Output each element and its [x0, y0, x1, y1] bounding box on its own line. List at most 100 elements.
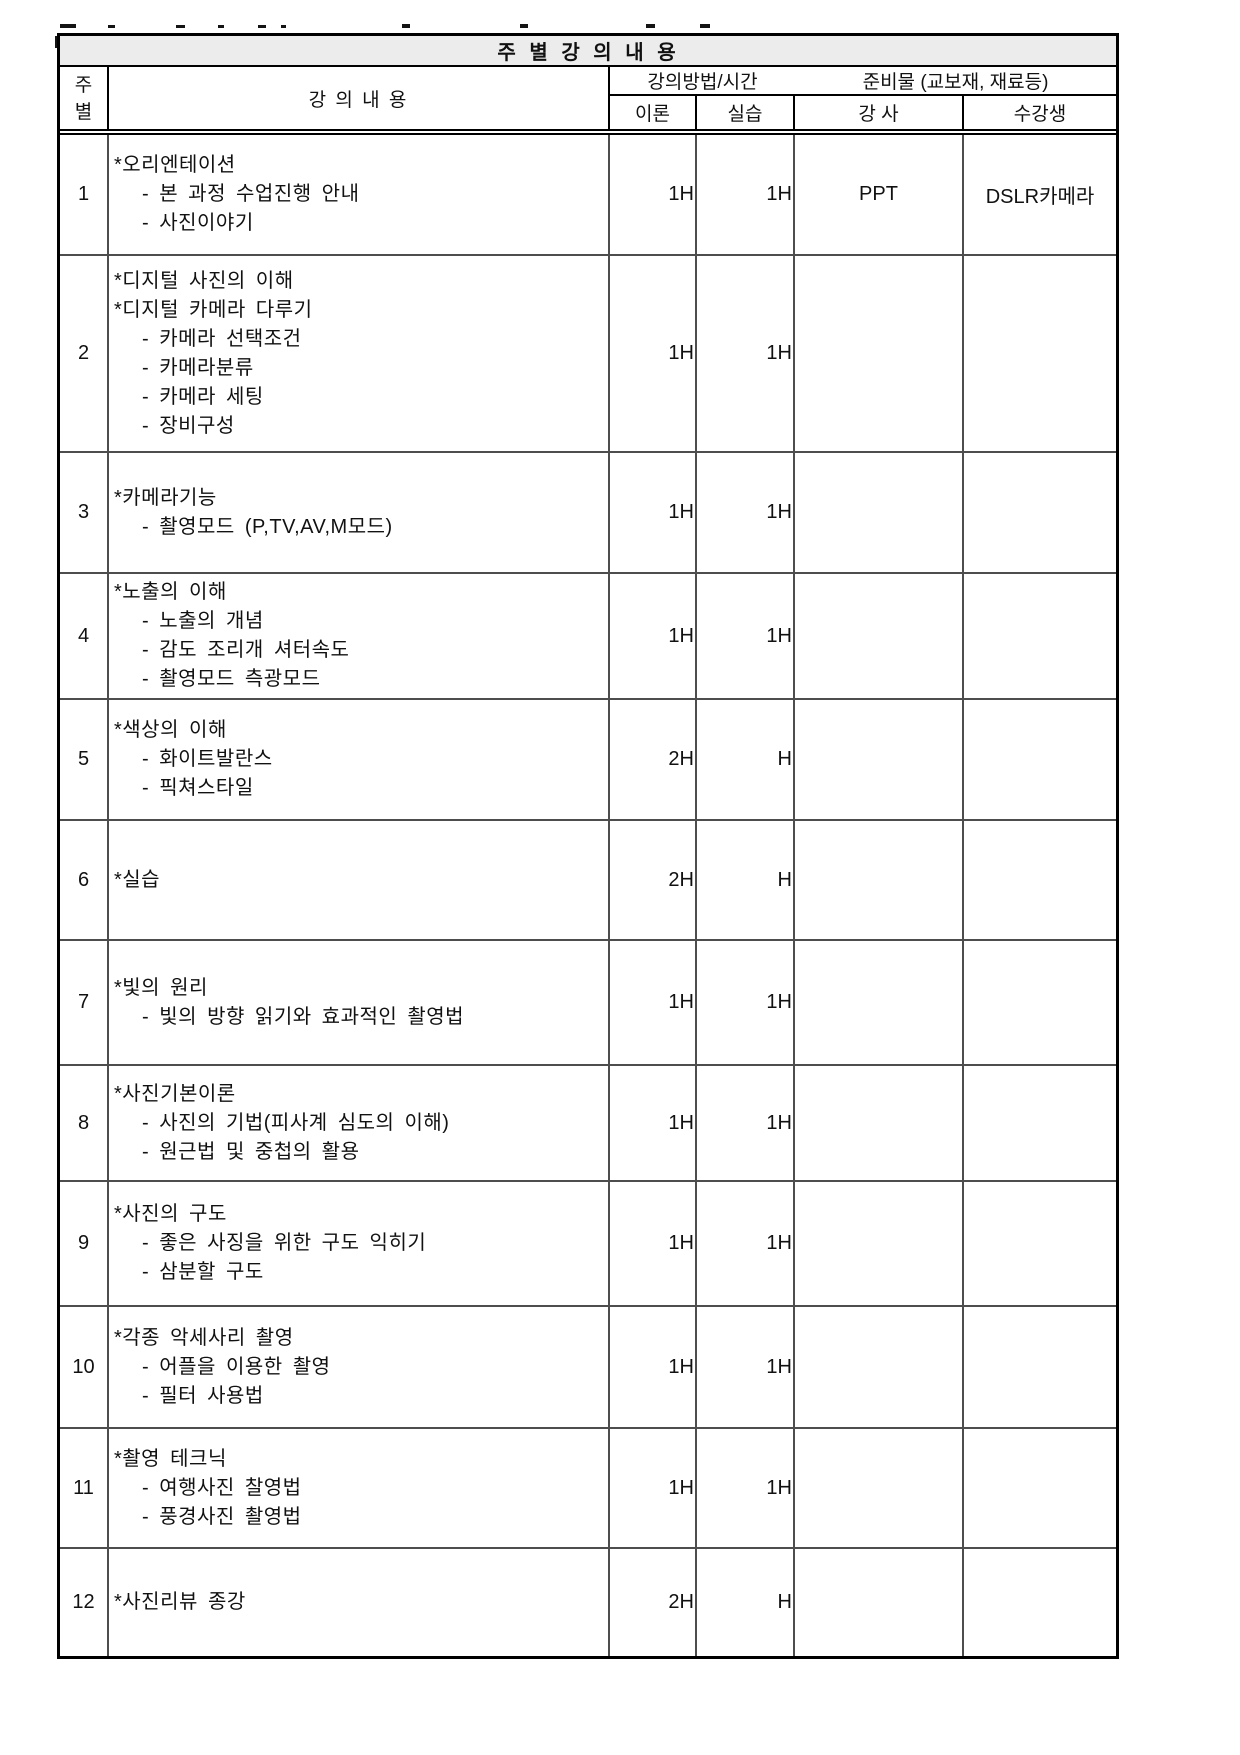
- week-number: 1: [60, 135, 109, 254]
- practice-hours: 1H: [697, 453, 795, 572]
- header-student: 수강생: [1013, 104, 1067, 125]
- week-number: 8: [60, 1066, 109, 1180]
- practice-hours: H: [697, 700, 795, 819]
- week-number: 5: [60, 700, 109, 819]
- table-row: 1 *오리엔테이션 - 본 과정 수업진행 안내 - 사진이야기 1H 1H PPT…: [60, 135, 1116, 256]
- content-line: *노출의 이해: [114, 581, 227, 603]
- header-lecture-content: 강 의 내 용: [109, 67, 610, 129]
- content-line: *색상의 이해: [114, 719, 227, 741]
- header-week-line2: 별: [74, 102, 93, 123]
- student-material: DSLR카메라: [985, 186, 1095, 208]
- instructor-material: [795, 1429, 964, 1547]
- student-material: [964, 453, 1116, 572]
- lecture-content-cell: *노출의 이해 - 노출의 개념 - 감도 조리개 셔터속도 - 촬영모드 측광모드: [109, 574, 610, 698]
- student-material: [964, 256, 1116, 451]
- content-line: - 화이트발란스: [142, 748, 273, 770]
- practice-hours: 1H: [697, 941, 795, 1064]
- table-row: 11 *촬영 테크닉 - 여행사진 찰영법 - 풍경사진 촬영법 1H 1H: [60, 1429, 1116, 1549]
- content-line: - 풍경사진 촬영법: [142, 1505, 302, 1528]
- lecture-content-cell: *촬영 테크닉 - 여행사진 찰영법 - 풍경사진 촬영법: [109, 1429, 610, 1547]
- header-practice: 실습: [697, 96, 795, 129]
- content-line: - 좋은 사징을 위한 구도 익히기: [142, 1232, 427, 1254]
- week-number: 4: [60, 574, 109, 698]
- content-line: - 어플을 이용한 촬영: [142, 1355, 331, 1378]
- practice-hours: 1H: [697, 256, 795, 451]
- table-row: 4 *노출의 이해 - 노출의 개념 - 감도 조리개 셔터속도 - 촬영모드 측광모…: [60, 574, 1116, 700]
- week-number: 12: [60, 1549, 109, 1656]
- week-number: 3: [60, 453, 109, 572]
- text-remnant: [60, 24, 76, 28]
- theory-hours: 1H: [610, 941, 697, 1064]
- content-line: - 카메라 선택조건: [142, 327, 302, 350]
- content-line: - 픽쳐스타일: [142, 777, 254, 799]
- text-remnant: [700, 24, 710, 28]
- practice-hours: 1H: [697, 135, 795, 254]
- table-row: 2 *디지털 사진의 이해 *디지털 카메라 다루기 - 카메라 선택조건 - 카메라…: [60, 256, 1116, 453]
- theory-hours: 1H: [610, 574, 697, 698]
- weekly-lecture-table: 주 별 강 의 내 용 주 별 강 의 내 용 강의방법/시간 이론 실습 준비…: [57, 33, 1119, 1659]
- instructor-material: PPT: [795, 135, 964, 254]
- instructor-material: [795, 700, 964, 819]
- theory-hours: 1H: [610, 1182, 697, 1305]
- content-line: - 빛의 방향 읽기와 효과적인 촬영법: [142, 1005, 465, 1028]
- content-line: - 카메라분류: [142, 356, 254, 379]
- student-material: [964, 941, 1116, 1064]
- content-line: - 촬영모드 (P,TV,AV,M모드): [142, 515, 393, 538]
- header-materials-group: 준비물 (교보재, 재료등) 강 사 수강생: [795, 67, 1116, 129]
- text-remnant: [108, 25, 115, 28]
- practice-hours: H: [697, 1549, 795, 1656]
- lecture-content-cell: *카메라기능 - 촬영모드 (P,TV,AV,M모드): [109, 453, 610, 572]
- instructor-material: [795, 1066, 964, 1180]
- content-line: *디지털 카메라 다루기: [114, 298, 313, 321]
- table-header: 주 별 강 의 내 용 강의방법/시간 이론 실습 준비물 (교보재, 재료등)…: [60, 67, 1116, 135]
- theory-hours: 1H: [610, 256, 697, 451]
- student-material: [964, 1549, 1116, 1656]
- content-line: *사진기본이론: [114, 1082, 236, 1105]
- theory-hours: 1H: [610, 1066, 697, 1180]
- student-material: [964, 700, 1116, 819]
- table-title: 주 별 강 의 내 용: [60, 36, 1116, 67]
- content-line: *사진의 구도: [114, 1203, 227, 1225]
- student-material: [964, 1429, 1116, 1547]
- content-line: - 필터 사용법: [142, 1384, 264, 1407]
- header-materials-title: 준비물 (교보재, 재료등): [795, 67, 1116, 96]
- header-week-line1: 주: [74, 75, 93, 96]
- practice-hours: H: [697, 821, 795, 939]
- text-remnant: [258, 25, 266, 28]
- header-method-title: 강의방법/시간: [610, 67, 795, 96]
- header-materials-subrow: 강 사 수강생: [795, 96, 1116, 129]
- content-line: *실습: [114, 868, 161, 891]
- practice-hours: 1H: [697, 1307, 795, 1427]
- content-line: - 여행사진 찰영법: [142, 1476, 302, 1499]
- content-line: *디지털 사진의 이해: [114, 269, 294, 292]
- week-number: 10: [60, 1307, 109, 1427]
- instructor-material: [795, 941, 964, 1064]
- instructor-material: [795, 256, 964, 451]
- theory-hours: 1H: [610, 1429, 697, 1547]
- student-material: [964, 1307, 1116, 1427]
- content-line: *카메라기능: [114, 486, 217, 509]
- week-number: 11: [60, 1429, 109, 1547]
- week-number: 6: [60, 821, 109, 939]
- instructor-material: [795, 1549, 964, 1656]
- content-line: - 원근법 및 중첩의 활용: [142, 1140, 360, 1163]
- header-theory: 이론: [610, 96, 697, 129]
- student-material: [964, 1182, 1116, 1305]
- table-rows: 1 *오리엔테이션 - 본 과정 수업진행 안내 - 사진이야기 1H 1H PPT…: [60, 135, 1116, 1656]
- content-line: *오리엔테이션: [114, 154, 236, 176]
- text-remnant: [646, 24, 655, 28]
- theory-hours: 2H: [610, 821, 697, 939]
- table-row: 3 *카메라기능 - 촬영모드 (P,TV,AV,M모드) 1H 1H: [60, 453, 1116, 574]
- content-line: - 노출의 개념: [142, 610, 264, 632]
- theory-hours: 2H: [610, 1549, 697, 1656]
- practice-hours: 1H: [697, 574, 795, 698]
- week-number: 2: [60, 256, 109, 451]
- practice-hours: 1H: [697, 1429, 795, 1547]
- lecture-content-cell: *사진기본이론 - 사진의 기법(피사계 심도의 이해) - 원근법 및 중첩의 활…: [109, 1066, 610, 1180]
- instructor-material: [795, 453, 964, 572]
- lecture-content-cell: *색상의 이해 - 화이트발란스 - 픽쳐스타일: [109, 700, 610, 819]
- text-remnant: [281, 25, 286, 28]
- text-remnant: [218, 25, 224, 28]
- content-line: - 카메라 세팅: [142, 385, 264, 408]
- content-line: *촬영 테크닉: [114, 1447, 227, 1470]
